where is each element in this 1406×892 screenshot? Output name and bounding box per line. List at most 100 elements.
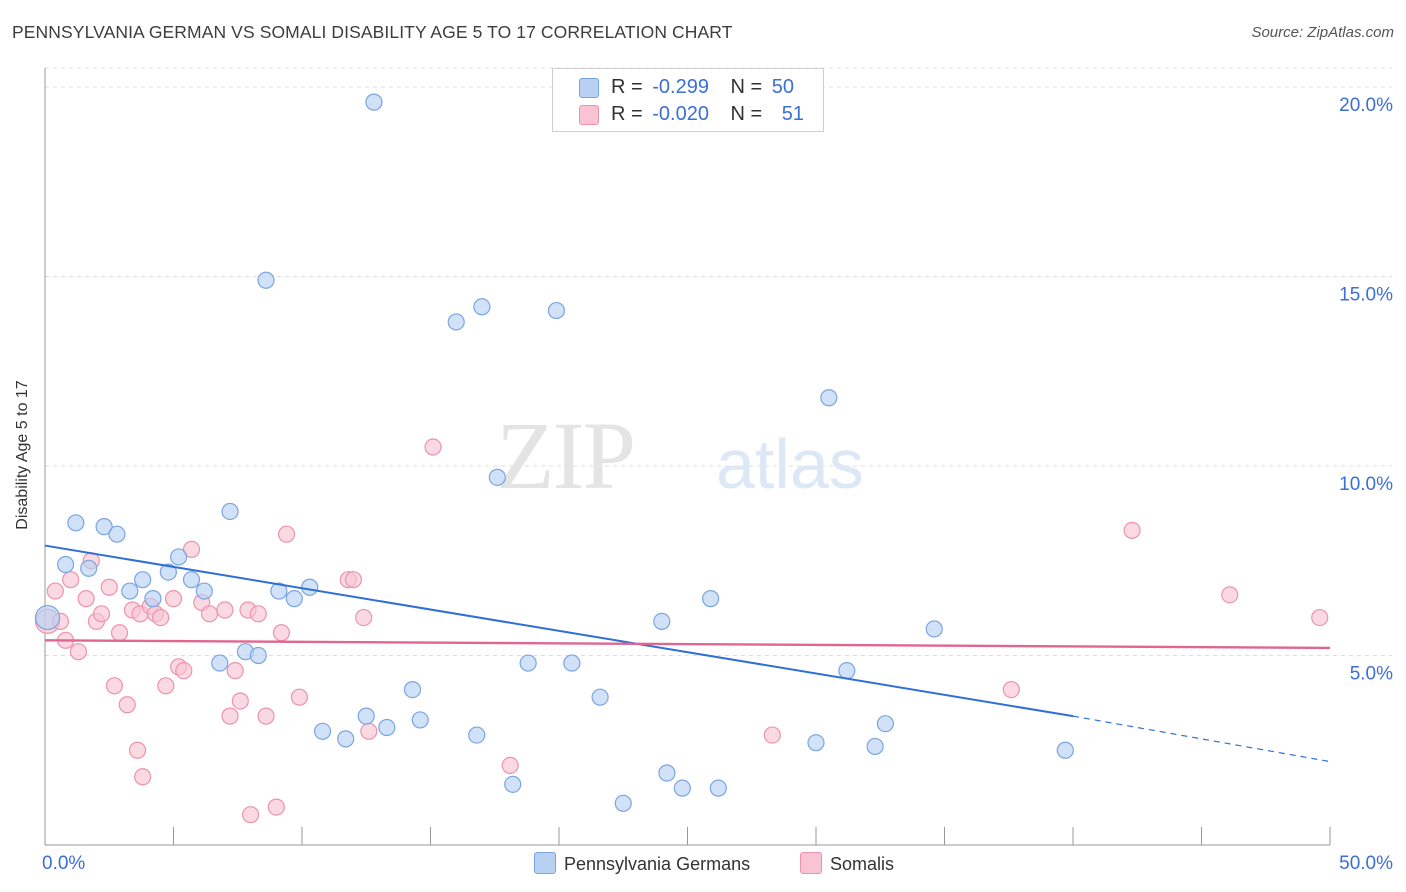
legend-n-value: 50 — [771, 76, 795, 98]
pennsylvania-germans-point — [357, 707, 375, 725]
y-tick-label: 15.0% — [1339, 284, 1393, 305]
pennsylvania-germans-point — [504, 775, 522, 793]
somalis-point — [216, 601, 234, 619]
legend-n-label: N = — [730, 76, 763, 98]
grid-lines — [45, 67, 1392, 656]
pennsylvania-germans-point — [653, 612, 671, 630]
somalis-point — [1002, 680, 1020, 699]
pennsylvania-germans-point — [403, 680, 422, 699]
bottom-legend-label: Pennsylvania Germans — [564, 854, 751, 874]
somalis-point — [46, 582, 64, 600]
somalis-point — [355, 608, 373, 627]
somalis-point — [164, 590, 183, 608]
pennsylvania-germans-point — [182, 571, 201, 589]
somalis-point — [110, 624, 129, 642]
x-tick-label: 50.0% — [1339, 853, 1393, 874]
y-tick-label: 10.0% — [1339, 474, 1393, 495]
somalis-points — [34, 438, 1329, 824]
pennsylvania-germans-point — [95, 518, 113, 536]
pennsylvania-germans-point — [591, 688, 609, 706]
somalis-point — [226, 662, 244, 680]
somalis-point — [157, 677, 175, 695]
pennsylvania-germans-point — [195, 582, 213, 600]
pennsylvania-germans-point — [313, 722, 332, 740]
bottom-legend-pennsylvania-germans: Pennsylvania Germans — [534, 852, 750, 875]
pennsylvania-germans-point — [108, 525, 126, 543]
watermark: ZIP atlas — [496, 402, 864, 509]
trend-lines — [44, 544, 1331, 763]
pennsylvania-germans-point — [876, 715, 894, 733]
somalis-point — [267, 798, 285, 816]
bottom-legend-label: Somalis — [830, 854, 895, 874]
pennsylvania-germans-point — [144, 590, 162, 608]
pennsylvania-germans-point — [468, 726, 486, 744]
legend-swatch-blue — [579, 78, 599, 98]
somalis-point — [277, 525, 296, 543]
pennsylvania-germans-point — [519, 654, 537, 672]
somalis-point — [128, 741, 147, 759]
somalis-point — [134, 768, 152, 786]
pennsylvania-germans-trend-extension — [1072, 715, 1331, 763]
pennsylvania-germans-point — [285, 590, 303, 608]
pennsylvania-germans-point — [211, 654, 229, 672]
somalis-point — [242, 806, 260, 824]
pennsylvania-germans-point — [249, 646, 267, 665]
pennsylvania-germans-point — [301, 578, 319, 596]
pennsylvania-germans-point — [134, 571, 152, 589]
y-tick-label: 20.0% — [1339, 95, 1393, 116]
somalis-trend-line — [44, 639, 1331, 650]
bottom-legend-swatch-blue — [534, 852, 556, 874]
somalis-point — [62, 571, 80, 589]
somalis-point — [1221, 586, 1239, 604]
somalis-point — [424, 438, 442, 456]
pennsylvania-germans-point — [563, 654, 581, 672]
somalis-point — [360, 722, 378, 740]
y-tick-label: 5.0% — [1350, 663, 1393, 684]
somalis-point — [501, 756, 519, 775]
pennsylvania-germans-point — [257, 271, 275, 289]
pennsylvania-germans-point — [170, 548, 188, 566]
axes — [44, 68, 1331, 846]
pennsylvania-germans-point — [67, 514, 85, 532]
somalis-point — [152, 608, 170, 627]
pennsylvania-germans-point — [121, 582, 139, 600]
somalis-point — [69, 643, 88, 661]
pennsylvania-germans-point — [270, 582, 288, 600]
pennsylvania-germans-point — [807, 734, 825, 752]
somalis-point — [1311, 608, 1329, 627]
pennsylvania-germans-point — [447, 313, 465, 331]
somalis-point — [249, 605, 267, 623]
somalis-point — [200, 605, 219, 623]
pennsylvania-germans-point — [614, 794, 632, 812]
legend-r-label: R = — [611, 103, 643, 125]
somalis-point — [290, 688, 309, 706]
legend-n-label: N = — [730, 103, 763, 125]
pennsylvania-germans-point — [866, 737, 884, 756]
legend-r-value: -0.020 — [652, 103, 709, 125]
somalis-point — [1123, 521, 1141, 540]
somalis-point — [77, 590, 95, 608]
pennsylvania-germans-point — [1056, 741, 1074, 759]
legend-r-label: R = — [611, 76, 643, 98]
pennsylvania-germans-point — [702, 590, 720, 608]
watermark-atlas: atlas — [716, 425, 864, 503]
somalis-point — [100, 578, 118, 596]
pennsylvania-germans-trend-line — [44, 544, 1074, 718]
pennsylvania-germans-point — [820, 389, 838, 407]
pennsylvania-germans-point — [411, 711, 429, 729]
somalis-point — [231, 692, 249, 710]
bottom-legend-somalis: Somalis — [800, 852, 894, 875]
pennsylvania-germans-points — [34, 93, 1074, 812]
pennsylvania-germans-point — [473, 298, 491, 316]
pennsylvania-germans-point — [80, 559, 98, 577]
legend-r-value: -0.299 — [652, 76, 709, 98]
somalis-point — [763, 726, 781, 744]
pennsylvania-germans-point — [925, 620, 943, 638]
chart-source: Source: ZipAtlas.com — [1251, 24, 1394, 41]
bottom-legend-swatch-pink — [800, 852, 822, 874]
pennsylvania-germans-point — [673, 779, 691, 797]
tick-labels: 5.0% 10.0% 15.0% 20.0% 0.0% 50.0% — [42, 95, 1393, 874]
somalis-point — [272, 624, 291, 642]
pennsylvania-germans-point — [378, 718, 396, 737]
pennsylvania-germans-point — [488, 468, 506, 486]
